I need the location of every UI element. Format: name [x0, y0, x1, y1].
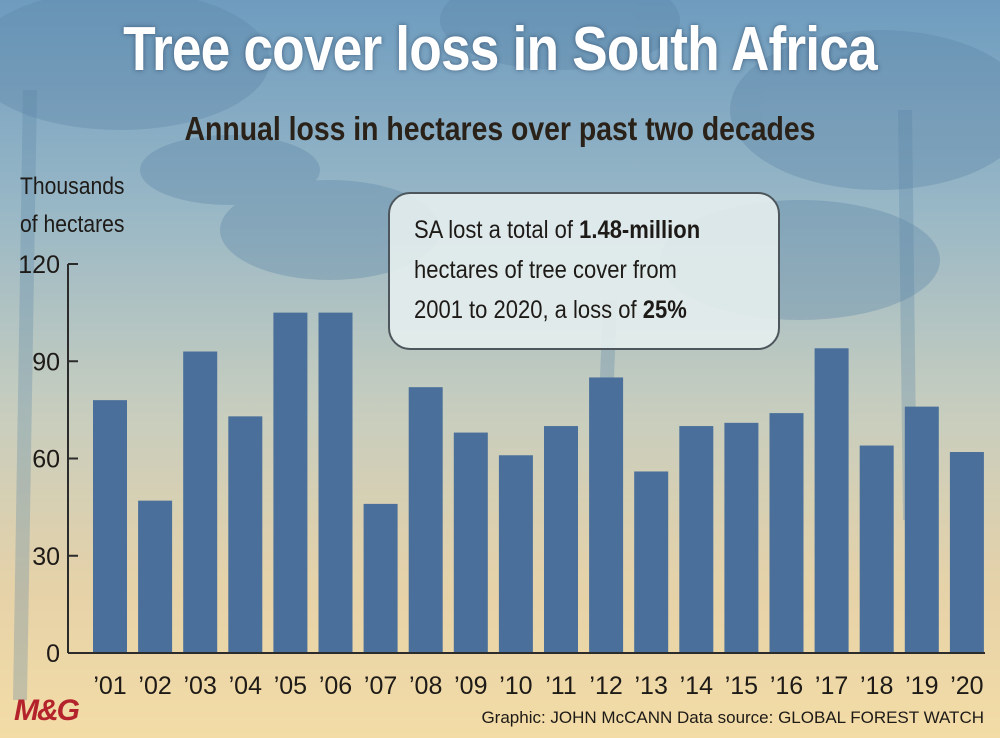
bar-14 [724, 422, 759, 653]
x-tick-label: ’03 [184, 672, 217, 700]
bar-18 [904, 406, 939, 653]
bar-11 [589, 377, 624, 653]
callout-text-3: 2001 to 2020, a loss of [414, 296, 643, 324]
y-tick-label: 30 [32, 543, 60, 571]
x-tick-label: ’07 [364, 672, 397, 700]
bar-8 [453, 432, 488, 653]
bar-12 [634, 471, 669, 653]
x-tick-label: ’14 [680, 672, 713, 700]
bar-10 [544, 426, 578, 653]
callout-line-2: hectares of tree cover from [414, 256, 677, 284]
mg-logo: M&G [14, 694, 80, 727]
bar-15 [769, 413, 804, 653]
bars [93, 312, 984, 653]
callout-line-1: SA lost a total of 1.48-million [414, 210, 734, 250]
bar-6 [363, 503, 398, 653]
bar-17 [859, 445, 894, 653]
x-tick-label: ’06 [319, 672, 352, 700]
x-tick-label: ’12 [589, 672, 622, 700]
bar-16 [814, 348, 849, 653]
callout-percent-value: 25% [642, 296, 687, 324]
chart-title: Tree cover loss in South Africa [123, 15, 878, 84]
y-tick-label: 60 [32, 446, 60, 474]
chart-subtitle: Annual loss in hectares over past two de… [184, 110, 816, 147]
bar-2 [183, 351, 218, 653]
x-tick-label: ’19 [905, 672, 938, 700]
x-tick-label: ’18 [860, 672, 893, 700]
y-axis-label-line-1: Thousands [20, 173, 125, 200]
bar-4 [273, 312, 308, 653]
bar-13 [679, 426, 714, 653]
bar-9 [498, 455, 533, 653]
x-tick-label: ’01 [93, 672, 126, 700]
bar-0 [93, 400, 127, 653]
x-tick-label: ’02 [138, 672, 171, 700]
total-loss-callout: SA lost a total of 1.48-million hectares… [388, 192, 780, 350]
x-tick-label: ’05 [274, 672, 307, 700]
x-tick-label: ’20 [950, 672, 983, 700]
y-tick-label: 90 [32, 348, 60, 376]
bar-1 [138, 500, 173, 653]
y-axis-label: Thousands of hectares [20, 168, 161, 244]
bar-7 [408, 387, 443, 653]
y-tick-label: 120 [18, 251, 60, 279]
callout-total-value: 1.48-million [579, 216, 701, 244]
x-tick-label: ’13 [635, 672, 668, 700]
x-tick-label: ’09 [454, 672, 487, 700]
x-tick-label: ’11 [545, 672, 577, 700]
y-tick-label: 0 [46, 640, 60, 668]
y-axis-label-line-2: of hectares [20, 211, 125, 238]
bar-5 [318, 312, 353, 653]
x-tick-label: ’10 [499, 672, 532, 700]
bar-19 [949, 452, 984, 653]
graphic-credit: Graphic: JOHN McCANN Data source: GLOBAL… [481, 708, 984, 727]
x-tick-label: ’04 [229, 672, 262, 700]
x-tick-label: ’17 [815, 672, 848, 700]
bar-3 [228, 416, 263, 653]
x-tick-label: ’08 [409, 672, 442, 700]
x-tick-label: ’16 [770, 672, 803, 700]
callout-text-1: SA lost a total of [414, 216, 580, 244]
axes: ’01 ’02 ’03 ’04 ’05 ’06 ’07 ’08 ’09 ’10 ’11 ’12 ’13 ’… [18, 251, 985, 700]
x-tick-label: ’15 [725, 672, 758, 700]
callout-line-3: 2001 to 2020, a loss of 25% [414, 290, 734, 330]
